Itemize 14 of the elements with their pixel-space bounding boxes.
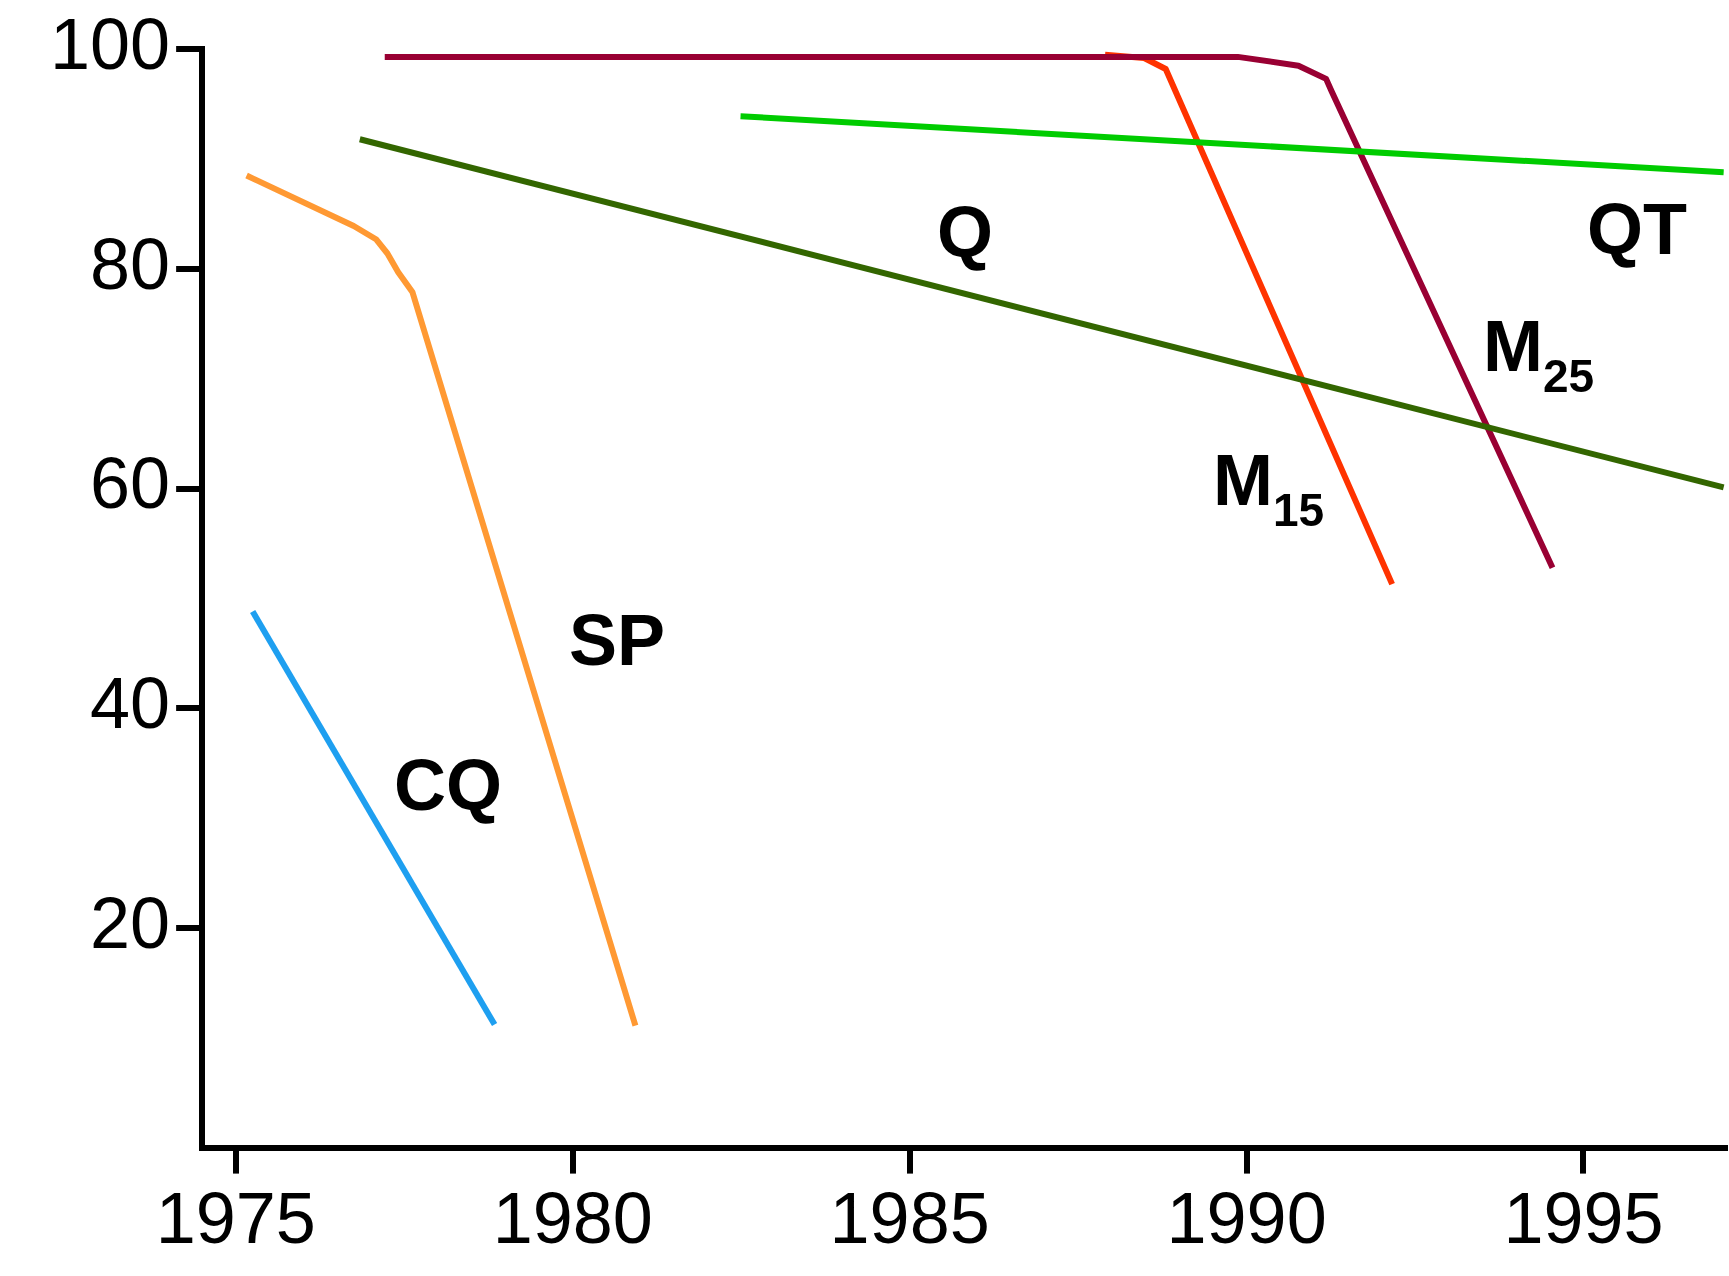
x-tick-label: 1985 (829, 1177, 990, 1258)
x-tick-label: 1995 (1503, 1177, 1664, 1258)
y-tick-label: 60 (90, 443, 171, 524)
y-tick-label: 40 (90, 663, 171, 744)
x-tick-label: 1980 (492, 1177, 653, 1258)
series-label: SP (568, 599, 666, 680)
series-label: QT (1587, 188, 1688, 269)
x-tick-label: 1975 (155, 1177, 316, 1258)
series-label: Q (937, 191, 994, 272)
y-tick-label: 100 (49, 4, 171, 85)
y-tick-label: 80 (90, 223, 171, 304)
series-label: CQ (394, 744, 502, 825)
x-tick-label: 1990 (1166, 1177, 1327, 1258)
y-tick-label: 20 (90, 882, 171, 963)
